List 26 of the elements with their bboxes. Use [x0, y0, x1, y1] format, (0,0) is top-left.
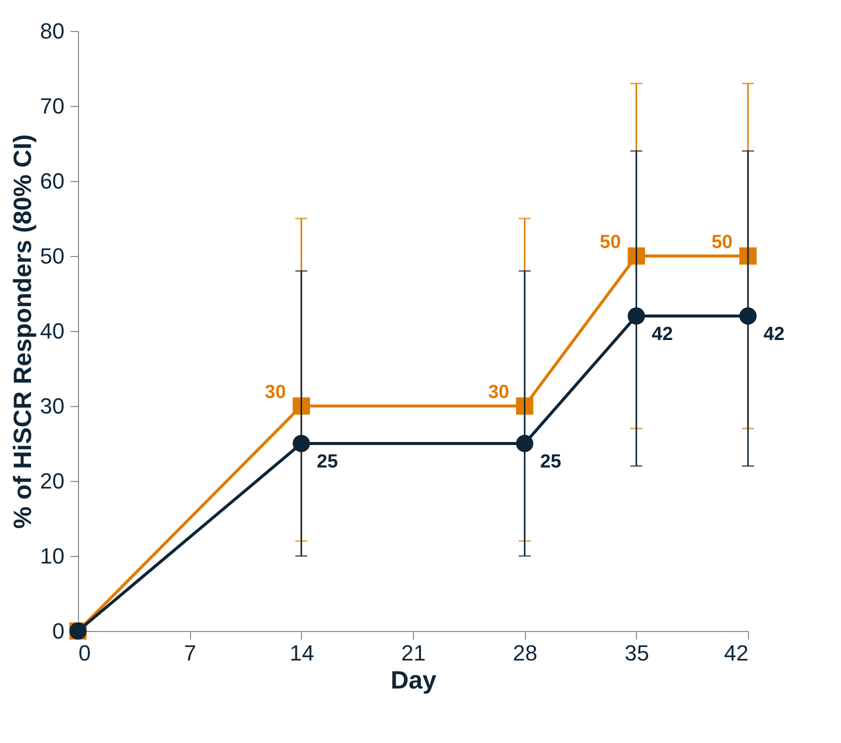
y-tick-label: 70 — [40, 94, 64, 118]
x-tick-label: 21 — [401, 640, 426, 666]
data-label: 30 — [488, 382, 510, 403]
y-tick-label: 60 — [40, 168, 64, 194]
data-label: 25 — [540, 452, 562, 472]
x-tick-label: 0 — [78, 640, 91, 666]
x-tick-label: 28 — [512, 640, 538, 666]
y-tick-label: 10 — [40, 544, 64, 568]
data-label: 25 — [316, 452, 338, 472]
y-tick-label: 50 — [40, 244, 64, 268]
data-label: 50 — [600, 232, 621, 253]
y-tick-label: 20 — [40, 468, 64, 494]
x-axis-title: Day — [390, 666, 437, 694]
y-tick-label: 30 — [40, 394, 64, 418]
x-tick-label: 35 — [624, 640, 650, 666]
y-tick-label: 40 — [40, 318, 64, 344]
x-tick-label: 7 — [184, 640, 196, 666]
data-label: 30 — [264, 382, 286, 403]
data-label: 50 — [711, 232, 733, 253]
x-tick-label: 14 — [290, 640, 314, 666]
x-tick-label: 42 — [724, 640, 748, 666]
y-tick-label: 0 — [52, 618, 64, 644]
y-tick-label: 80 — [40, 18, 64, 44]
data-label: 42 — [652, 324, 673, 345]
y-axis-title: % of HiSCR Responders (80% CI) — [9, 134, 38, 529]
data-label: 42 — [763, 324, 785, 345]
